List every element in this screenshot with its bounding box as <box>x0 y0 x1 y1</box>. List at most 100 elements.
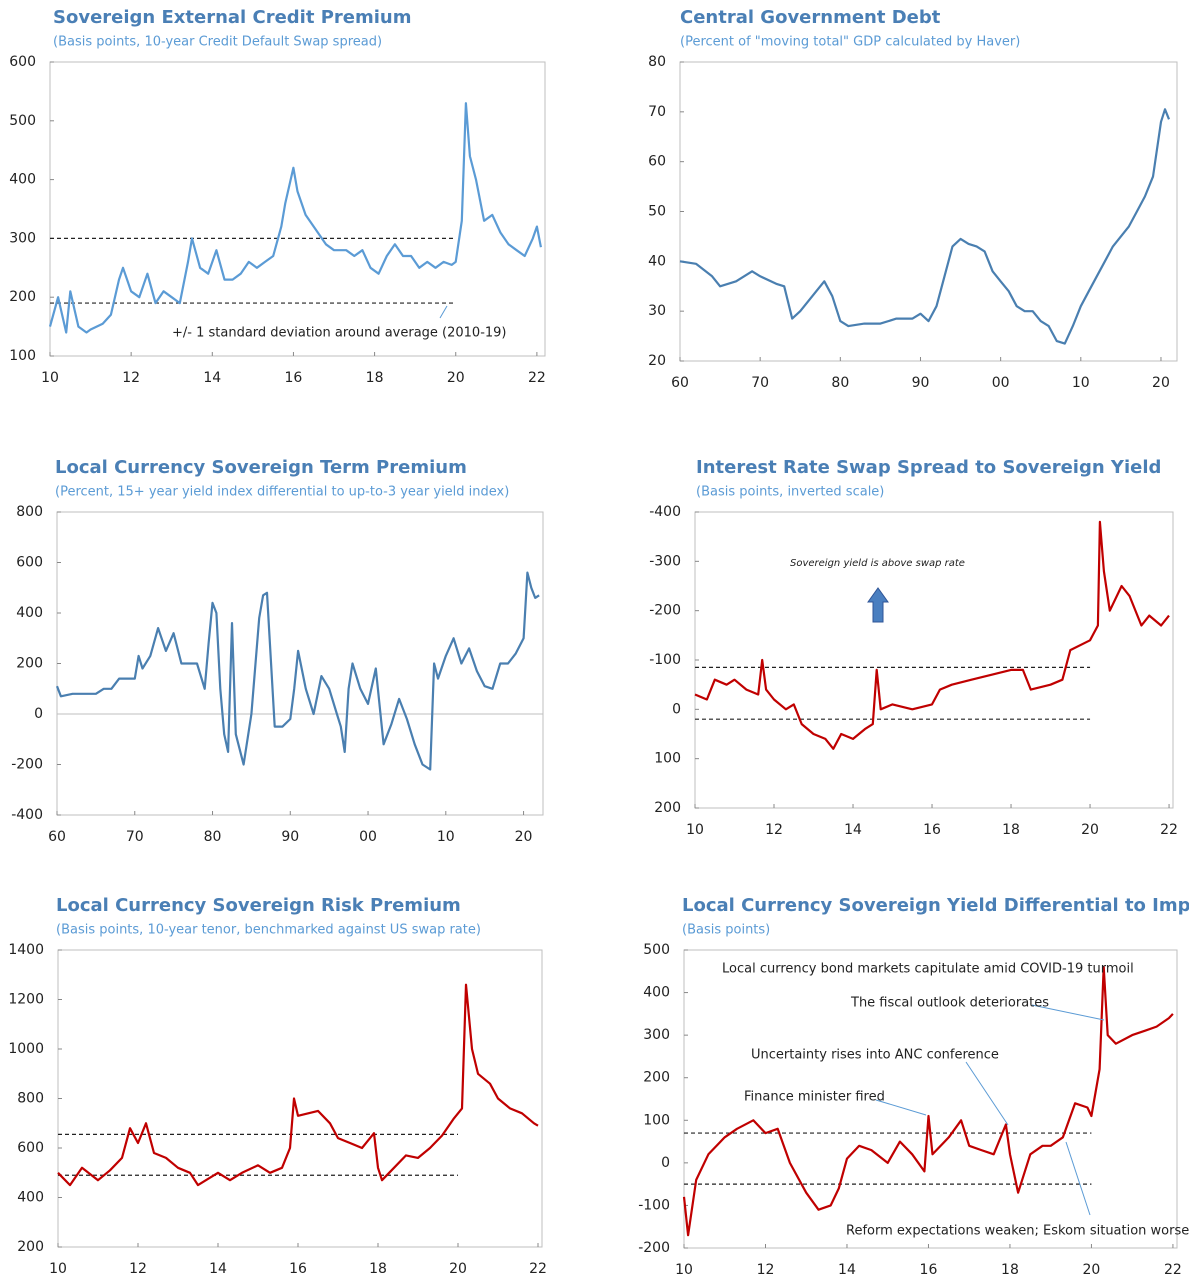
y-tick-label: 200 <box>16 656 43 672</box>
x-tick-label: 12 <box>765 822 783 838</box>
y-tick-label: 80 <box>648 54 666 70</box>
x-tick-label: 14 <box>209 1261 227 1277</box>
y-tick-label: -200 <box>638 1240 670 1256</box>
leader-line <box>1065 1141 1091 1216</box>
chart-subtitle: (Percent, 15+ year yield index different… <box>55 485 509 500</box>
x-tick-label: 22 <box>529 1261 547 1277</box>
y-tick-label: 600 <box>9 54 36 70</box>
y-tick-label: 30 <box>648 303 666 319</box>
y-tick-label: 20 <box>648 353 666 369</box>
y-tick-label: 0 <box>661 1155 670 1171</box>
x-tick-label: 10 <box>41 370 59 386</box>
y-tick-label: 300 <box>643 1027 670 1043</box>
y-tick-label: 0 <box>672 701 681 717</box>
x-tick-label: 20 <box>447 370 465 386</box>
x-tick-label: 16 <box>920 1262 938 1278</box>
x-tick-label: 60 <box>48 829 66 845</box>
chart-title: Central Government Debt <box>680 7 941 28</box>
x-tick-label: 60 <box>671 375 689 391</box>
x-tick-label: 10 <box>1072 375 1090 391</box>
x-tick-label: 12 <box>129 1261 147 1277</box>
series-line <box>694 520 1170 750</box>
y-tick-label: -200 <box>11 757 43 773</box>
x-tick-label: 20 <box>1083 1262 1101 1278</box>
x-tick-label: 22 <box>1164 1262 1182 1278</box>
chart-title: Sovereign External Credit Premium <box>53 7 411 28</box>
x-tick-label: 90 <box>281 829 299 845</box>
y-tick-label: 500 <box>9 113 36 129</box>
plot-frame <box>57 949 543 1248</box>
chart-title: Local Currency Sovereign Yield Different… <box>682 895 1189 916</box>
x-tick-label: 10 <box>49 1261 67 1277</box>
x-tick-label: 10 <box>437 829 455 845</box>
annotation: Uncertainty rises into ANC conference <box>751 1048 999 1063</box>
x-tick-label: 18 <box>366 370 384 386</box>
x-tick-label: 80 <box>831 375 849 391</box>
series-line <box>57 983 539 1187</box>
y-tick-label: 100 <box>643 1112 670 1128</box>
x-tick-label: 20 <box>449 1261 467 1277</box>
y-tick-label: 200 <box>643 1070 670 1086</box>
series-line <box>48 102 542 334</box>
x-tick-label: 70 <box>751 375 769 391</box>
annotation: Sovereign yield is above swap rate <box>790 558 965 569</box>
x-tick-label: 20 <box>1081 822 1099 838</box>
x-tick-label: 20 <box>515 829 533 845</box>
arrow-up <box>867 587 889 623</box>
leader-line <box>1031 1004 1105 1021</box>
x-tick-label: 14 <box>838 1262 856 1278</box>
annotation: +/- 1 standard deviation around average … <box>172 326 507 341</box>
y-tick-label: 60 <box>648 154 666 170</box>
x-tick-label: 18 <box>1002 822 1020 838</box>
y-tick-label: -400 <box>11 807 43 823</box>
x-tick-label: 18 <box>1001 1262 1019 1278</box>
x-tick-label: 16 <box>923 822 941 838</box>
y-tick-label: 400 <box>643 985 670 1001</box>
series-line <box>682 965 1174 1237</box>
x-tick-label: 12 <box>122 370 140 386</box>
y-tick-label: -100 <box>649 652 681 668</box>
x-tick-label: 00 <box>359 829 377 845</box>
y-tick-label: -300 <box>649 553 681 569</box>
x-tick-label: 80 <box>204 829 222 845</box>
y-tick-label: 50 <box>648 204 666 220</box>
x-tick-label: 16 <box>285 370 303 386</box>
leader-line <box>439 305 448 319</box>
x-tick-label: 70 <box>126 829 144 845</box>
y-tick-label: 600 <box>16 555 43 571</box>
x-tick-label: 22 <box>1160 822 1178 838</box>
chart-subtitle: (Percent of "moving total" GDP calculate… <box>680 35 1020 50</box>
chart-title: Local Currency Sovereign Term Premium <box>55 457 467 478</box>
y-tick-label: 300 <box>9 230 36 246</box>
y-tick-label: 200 <box>654 800 681 816</box>
y-tick-label: 200 <box>17 1239 44 1255</box>
plot-frame <box>49 61 546 357</box>
x-tick-label: 00 <box>992 375 1010 391</box>
y-tick-label: 1200 <box>8 992 44 1008</box>
x-tick-label: 16 <box>289 1261 307 1277</box>
annotation: Finance minister fired <box>744 1090 885 1105</box>
chart-title: Interest Rate Swap Spread to Sovereign Y… <box>696 457 1161 478</box>
y-tick-label: 400 <box>16 605 43 621</box>
chart-subtitle: (Basis points) <box>682 923 770 938</box>
y-tick-label: 800 <box>17 1091 44 1107</box>
y-tick-label: 0 <box>34 706 43 722</box>
x-tick-label: 10 <box>675 1262 693 1278</box>
annotation: Reform expectations weaken; Eskom situat… <box>846 1224 1189 1239</box>
series-line <box>55 571 540 771</box>
x-tick-label: 18 <box>369 1261 387 1277</box>
x-tick-label: 14 <box>844 822 862 838</box>
annotation: Local currency bond markets capitulate a… <box>722 962 1134 977</box>
y-tick-label: 800 <box>16 504 43 520</box>
chart-subtitle: (Basis points, 10-year tenor, benchmarke… <box>56 923 481 938</box>
x-tick-label: 10 <box>686 822 704 838</box>
y-tick-label: -100 <box>638 1197 670 1213</box>
annotation: The fiscal outlook deteriorates <box>850 996 1049 1011</box>
y-tick-label: 400 <box>9 172 36 188</box>
x-tick-label: 14 <box>203 370 221 386</box>
y-tick-label: 200 <box>9 289 36 305</box>
plot-frame <box>679 61 1178 362</box>
x-tick-label: 90 <box>912 375 930 391</box>
chart-subtitle: (Basis points, 10-year Credit Default Sw… <box>53 35 382 50</box>
